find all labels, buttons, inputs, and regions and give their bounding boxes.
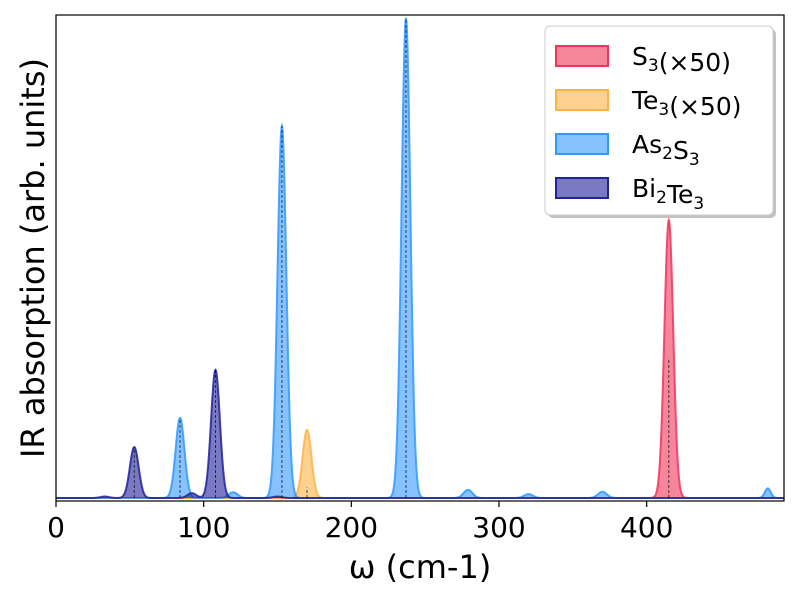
- series-line: [56, 368, 784, 499]
- legend-item: As2S3: [555, 130, 700, 170]
- legend-item: S3(×50): [555, 42, 731, 77]
- y-axis-label: IR absorption (arb. units): [14, 58, 52, 458]
- legend-swatch: [555, 45, 609, 67]
- series-area: [56, 369, 784, 498]
- legend-label: Bi2Te3: [632, 174, 704, 214]
- series-layer: [56, 17, 784, 499]
- legend-swatch: [555, 89, 609, 111]
- legend-item: Te3(×50): [555, 86, 742, 121]
- legend-item: Bi2Te3: [555, 174, 704, 214]
- peak-marker-layer: [133, 18, 670, 498]
- x-tick-label: 100: [177, 511, 230, 544]
- legend-swatch: [555, 177, 609, 199]
- legend-swatch: [555, 133, 609, 155]
- legend-label: S3(×50): [632, 42, 731, 77]
- x-tick-label: 300: [472, 511, 525, 544]
- x-axis-label: ω (cm-1): [349, 548, 492, 586]
- plot-frame: [55, 14, 785, 502]
- series-3: [56, 368, 784, 499]
- x-tick-label: 0: [47, 511, 65, 544]
- legend-box: [544, 25, 774, 216]
- x-tick-label: 400: [620, 511, 673, 544]
- legend-label: As2S3: [632, 130, 700, 170]
- x-axis-ticks: 0 100 200 300 400: [47, 501, 673, 544]
- x-tick-label: 200: [325, 511, 378, 544]
- legend-label: Te3(×50): [631, 86, 742, 121]
